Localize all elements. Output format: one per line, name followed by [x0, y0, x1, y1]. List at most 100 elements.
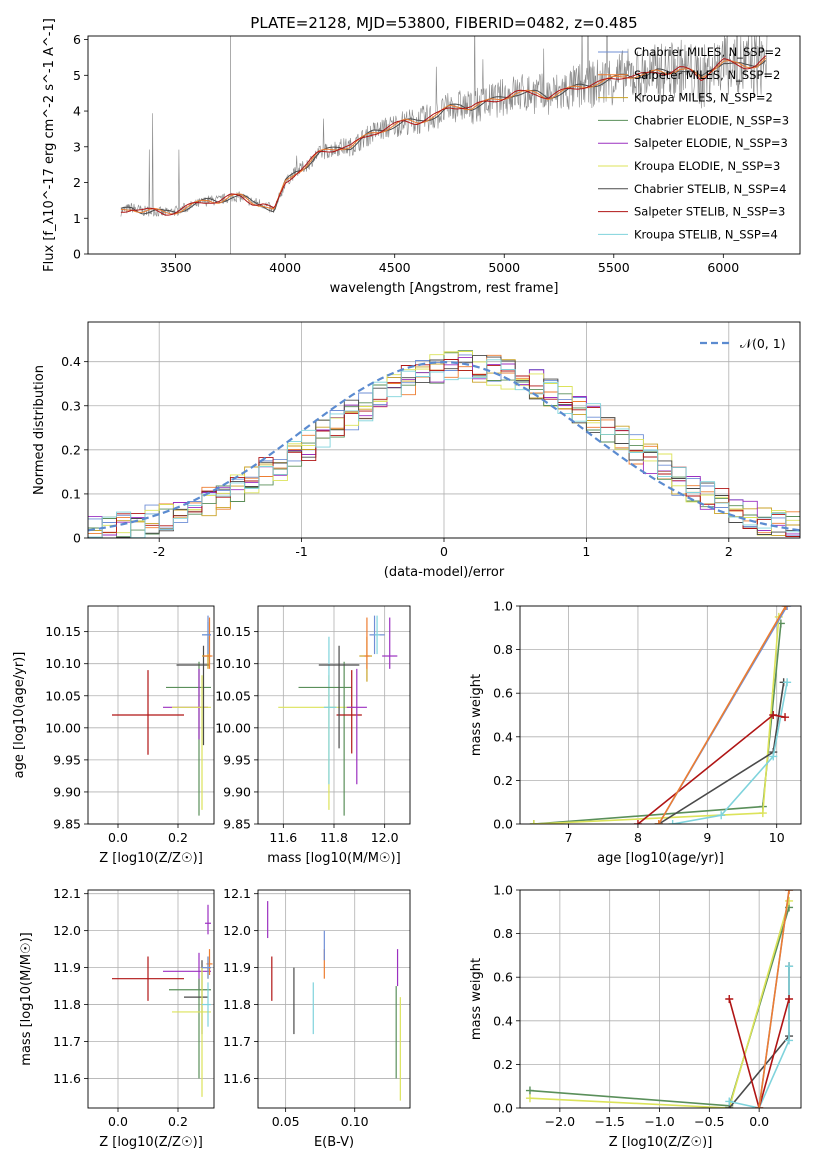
- x-tick-label: −1.0: [644, 1114, 674, 1129]
- y-tick-label: 0.8: [493, 926, 513, 941]
- x-tick-label: 5500: [598, 260, 630, 275]
- weight-marker: [633, 820, 642, 824]
- x-tick-label: 3500: [160, 260, 192, 275]
- x-axis-label: E(B-V): [314, 1135, 354, 1150]
- y-tick-label: 5: [73, 68, 81, 83]
- y-tick-label: 9.95: [223, 752, 251, 767]
- x-axis-label: age [log10(age/yr)]: [597, 851, 724, 866]
- axes-frame: [257, 889, 411, 1109]
- x-tick-label: 2: [725, 544, 733, 559]
- y-axis-label: Flux [f_λ10^-17 erg cm^-2 s^-1 A^-1]: [42, 18, 57, 272]
- x-tick-label: 8: [634, 830, 642, 845]
- age_vs_Z-plot-area: [112, 615, 213, 816]
- y-tick-label: 0.6: [493, 970, 513, 985]
- legend-label: Chabrier STELIB, N_SSP=4: [634, 182, 786, 196]
- x-tick-label: 11.6: [269, 830, 297, 845]
- legend-label: Kroupa ELODIE, N_SSP=3: [634, 159, 780, 173]
- age_vs_mass-plot-area: [278, 615, 398, 816]
- weight-line-kroupa_elodie: [533, 616, 780, 824]
- x-tick-label: 12.0: [371, 830, 399, 845]
- x-axis-label: Z [log10(Z/Z☉)]: [99, 851, 203, 866]
- mass_vs_Z-plot-area: [112, 904, 213, 1097]
- y-tick-label: 12.0: [223, 923, 251, 938]
- x-axis-label: Z [log10(Z/Z☉)]: [99, 1135, 203, 1150]
- y-axis-label: mass weight: [469, 958, 484, 1040]
- mass_vs_EBV-plot-area: [267, 901, 401, 1101]
- x-tick-label: −1.5: [595, 1114, 625, 1129]
- weight_vs_Z-plot-area: [525, 890, 794, 1108]
- weight-marker: [783, 678, 792, 687]
- weight-marker: [668, 820, 677, 824]
- axes-frame: [87, 35, 801, 255]
- y-tick-label: 11.6: [53, 1071, 81, 1086]
- weight_vs_age-plot-area: [529, 606, 792, 824]
- y-tick-label: 11.8: [53, 997, 81, 1012]
- weight-marker: [785, 1036, 794, 1045]
- x-tick-label: 4000: [269, 260, 301, 275]
- y-tick-label: 9.90: [223, 784, 251, 799]
- y-tick-label: 0.4: [493, 729, 513, 744]
- weight-marker: [781, 606, 790, 610]
- y-tick-label: 10.00: [45, 720, 81, 735]
- weight-marker: [785, 896, 794, 905]
- y-tick-label: 12.1: [53, 886, 81, 901]
- x-tick-label: 0.05: [272, 1114, 300, 1129]
- model-spectrum-chabrier_stelib: [120, 60, 767, 215]
- y-tick-label: 0: [73, 531, 81, 546]
- y-tick-label: 0.0: [493, 817, 513, 832]
- residual-histogram-kroupa_elodie: [88, 351, 800, 538]
- y-tick-label: 10.15: [215, 624, 251, 639]
- x-tick-label: 0: [440, 544, 448, 559]
- weight-line-chabrier_elodie: [533, 623, 782, 824]
- y-tick-label: 10.05: [45, 688, 81, 703]
- normal-curve: [88, 360, 800, 532]
- x-axis-label: (data-model)/error: [384, 565, 505, 580]
- y-tick-label: 6: [73, 32, 81, 47]
- y-tick-label: 0.0: [493, 1101, 513, 1116]
- x-tick-label: −0.5: [694, 1114, 724, 1129]
- x-tick-label: 11.8: [320, 830, 348, 845]
- weight-marker: [525, 1086, 534, 1095]
- x-tick-label: 0.0: [108, 1114, 128, 1129]
- legend-label: Chabrier ELODIE, N_SSP=3: [634, 113, 789, 127]
- weight-line-kroupa_stelib: [672, 682, 788, 824]
- y-tick-label: 10.00: [215, 720, 251, 735]
- y-tick-label: 9.85: [53, 817, 81, 832]
- x-tick-label: -2: [153, 544, 165, 559]
- weight-marker: [785, 890, 794, 894]
- x-tick-label: 4500: [379, 260, 411, 275]
- x-tick-label: 10: [769, 830, 785, 845]
- y-tick-label: 3: [73, 139, 81, 154]
- y-tick-label: 9.85: [223, 817, 251, 832]
- axes-frame: [519, 889, 802, 1109]
- x-tick-label: −2.0: [545, 1114, 575, 1129]
- x-tick-label: 0.2: [168, 1114, 188, 1129]
- weight-marker: [725, 995, 734, 1003]
- legend-label: Kroupa STELIB, N_SSP=4: [634, 227, 778, 241]
- weight-marker: [785, 962, 794, 971]
- y-tick-label: 1.0: [493, 599, 513, 614]
- y-tick-label: 0.4: [493, 1013, 513, 1028]
- weight-marker: [525, 1094, 534, 1103]
- figure-title: PLATE=2128, MJD=53800, FIBERID=0482, z=0…: [250, 14, 637, 32]
- y-axis-label: age [log10(age/yr)]: [12, 652, 27, 779]
- x-tick-label: 1: [582, 544, 590, 559]
- y-tick-label: 0.1: [61, 486, 81, 501]
- axes-frame: [87, 321, 801, 539]
- weight-marker: [717, 811, 726, 820]
- axes-frame: [257, 605, 411, 825]
- y-tick-label: 11.9: [53, 960, 81, 975]
- y-tick-label: 11.6: [223, 1071, 251, 1086]
- y-tick-label: 0.8: [493, 642, 513, 657]
- y-tick-label: 11.9: [223, 960, 251, 975]
- weight-marker: [785, 995, 794, 1003]
- y-tick-label: 10.15: [45, 624, 81, 639]
- weight-marker: [654, 820, 663, 824]
- weight-marker: [781, 713, 790, 722]
- x-tick-label: 0.0: [108, 830, 128, 845]
- y-tick-label: 4: [73, 104, 81, 119]
- axes-frame: [87, 889, 215, 1109]
- model-spectrum-salpeter_miles: [120, 57, 767, 215]
- weight-line-salpeter_stelib: [728, 998, 790, 1108]
